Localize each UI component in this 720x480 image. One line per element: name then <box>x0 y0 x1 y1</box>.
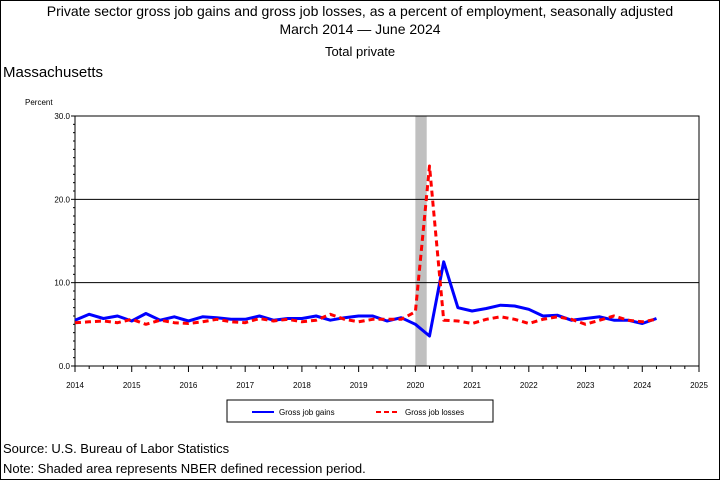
legend-label-gains: Gross job gains <box>279 408 335 417</box>
legend-box <box>226 399 494 423</box>
source-note: Source: U.S. Bureau of Labor Statistics <box>3 441 230 456</box>
plot-area <box>74 115 700 367</box>
chart-subtitle: Total private <box>324 44 396 59</box>
x-tick-label: 2025 <box>690 381 708 390</box>
y-tick-label: 0.0 <box>59 362 71 371</box>
legend-label-losses: Gross job losses <box>405 408 464 417</box>
x-tick-label: 2022 <box>520 381 538 390</box>
x-tick-label: 2023 <box>577 381 595 390</box>
x-tick-label: 2014 <box>66 381 84 390</box>
x-tick-label: 2020 <box>406 381 424 390</box>
x-tick-label: 2016 <box>180 381 198 390</box>
y-tick-label: 10.0 <box>54 279 70 288</box>
gross-job-gains-line <box>74 260 657 338</box>
x-tick-label: 2019 <box>350 381 368 390</box>
x-tick-label: 2021 <box>463 381 481 390</box>
recession-shade <box>415 116 427 366</box>
date-range: March 2014 — June 2024 <box>279 21 441 37</box>
x-tick-label: 2018 <box>293 381 311 390</box>
recession-note: Note: Shaded area represents NBER define… <box>3 461 366 476</box>
region-label: Massachusetts <box>3 64 104 81</box>
x-tick-label: 2024 <box>633 381 651 390</box>
y-tick-label: 20.0 <box>54 195 70 204</box>
x-tick-label: 2017 <box>236 381 254 390</box>
y-axis-label: Percent <box>25 98 53 107</box>
gross-job-losses-line <box>74 164 657 326</box>
x-tick-label: 2015 <box>123 381 141 390</box>
chart-title: Private sector gross job gains and gross… <box>46 3 674 19</box>
y-tick-label: 30.0 <box>54 112 70 121</box>
